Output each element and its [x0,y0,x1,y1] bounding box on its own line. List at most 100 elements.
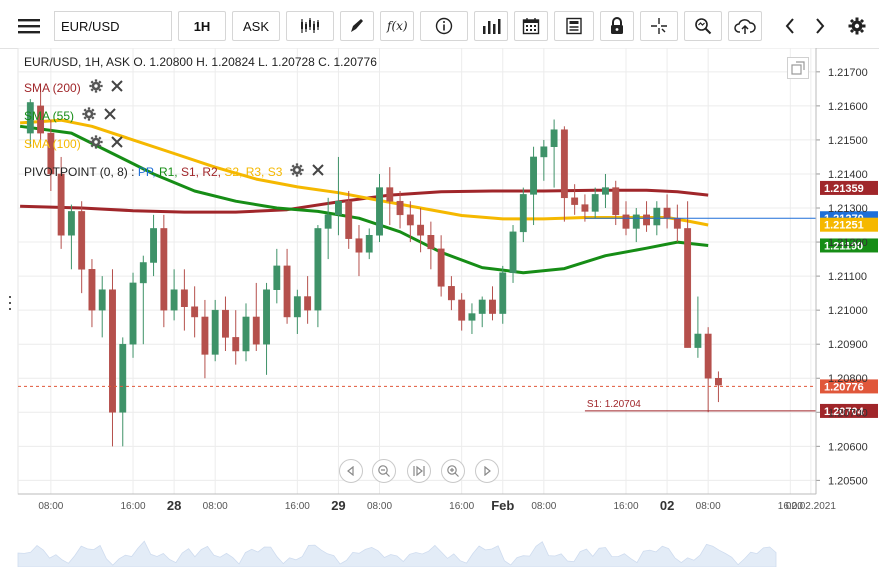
bar-chart-button[interactable] [474,11,508,41]
candle-body [673,217,681,229]
price-tag-sma-200: 1.21359 [820,180,878,195]
close-icon[interactable] [104,108,116,123]
zoom-out-icon [378,465,390,477]
y-tick-label: 1.21500 [828,135,868,147]
candle-body [406,214,414,226]
calendar-icon [522,18,540,35]
candle-body [560,129,568,199]
legend-pivot-r1: R1, [158,164,181,179]
zoom-icon [695,18,712,35]
gear-icon[interactable] [82,107,96,124]
interval-button[interactable]: 1H [178,11,226,41]
candle-body [78,211,86,270]
price-tag-close: 1.20776 [820,379,878,394]
legend-pivot-s3: S3 [267,164,283,179]
chart-type-button[interactable] [286,11,334,41]
price-type-button[interactable]: ASK [232,11,280,41]
candle-body [324,214,332,229]
interval-label: 1H [193,18,211,34]
news-button[interactable] [554,11,594,41]
maximize-button[interactable] [787,57,809,79]
scroll-left-button[interactable] [774,11,806,41]
candle-body [201,316,209,355]
legend-sma100: SMA (100) [24,135,123,152]
zoom-button[interactable] [684,11,722,41]
candle-body [119,343,127,413]
panel-resize-handle[interactable] [9,296,15,310]
close-icon[interactable] [110,136,123,151]
close-icon[interactable] [312,164,325,179]
candle-body [694,333,702,348]
nav-back-button[interactable] [339,459,363,483]
lock-button[interactable] [600,11,634,41]
chevron-left-icon [785,18,794,34]
y-tick-label: 1.21700 [828,67,868,79]
candle-body [232,337,240,352]
symbol-input[interactable] [54,11,172,41]
legend-pivot-pp: PP, [137,164,159,179]
candle-body [489,299,496,314]
price-tag-sma-100: 1.21251 [820,217,878,232]
nav-zoom-in-button[interactable] [441,459,465,483]
gear-icon[interactable] [89,135,103,152]
y-tick-label: 1.21200 [828,237,868,249]
x-tick-label: 02.02.2021 [786,501,836,512]
crosshair-button[interactable] [640,11,678,41]
candle-body [684,228,692,348]
candle-body [571,197,579,205]
y-tick-label: 1.20700 [828,407,868,419]
scroll-right-button[interactable] [806,11,834,41]
x-tick-label: Feb [491,498,514,513]
candle-body [417,224,425,236]
pencil-icon [351,19,363,32]
price-tag-label: 1.21251 [824,220,864,232]
candle-body [26,102,34,134]
close-icon[interactable] [110,80,123,95]
y-tick-label: 1.21000 [828,305,868,317]
x-axis: 08:00 16:00 28 08:00 16:00 29 08:00 16:00 Feb 08:… [18,493,836,513]
function-icon: f(x) [386,19,408,33]
gear-icon[interactable] [89,79,103,96]
price-tag-label: 1.21359 [824,183,864,195]
candles [26,88,722,447]
chart-grid [17,48,817,495]
indicators-button[interactable]: f(x) [380,11,414,41]
reset-icon [413,465,425,477]
calendar-button[interactable] [514,11,548,41]
candle-body [509,231,517,273]
candle-body [191,306,199,318]
gear-icon [848,17,866,35]
legend-sma100-label: SMA (100) [24,136,81,151]
draw-button[interactable] [340,11,374,41]
candle-body [550,129,558,147]
settings-button[interactable] [842,11,872,41]
legend-sma55-label: SMA (55) [24,108,75,123]
candle-body [447,286,455,301]
legend-sma200: SMA (200) [24,79,123,96]
upload-button[interactable] [728,11,762,41]
candle-body [478,299,486,314]
menu-icon[interactable] [14,13,44,39]
legend-sma55: SMA (55) [24,107,116,124]
info-button[interactable] [420,11,468,41]
candle-body [242,316,250,352]
candle-body [458,299,466,321]
nav-reset-button[interactable] [407,459,431,483]
candle-body [88,269,96,311]
cloud-upload-icon [734,19,756,34]
candle-body [437,248,445,287]
gear-icon[interactable] [290,163,305,180]
nav-zoom-out-button[interactable] [372,459,396,483]
x-tick-label: 28 [167,498,181,513]
candle-body [47,132,55,175]
candle-body [263,289,270,345]
candle-body [252,316,260,345]
info-icon [435,17,453,35]
nav-forward-button[interactable] [475,459,499,483]
price-tag-label: 1.20776 [824,381,864,393]
toolbar: 1H ASK f(x) [0,0,879,49]
bar-chart-icon [483,19,501,34]
candle-body [540,146,548,158]
